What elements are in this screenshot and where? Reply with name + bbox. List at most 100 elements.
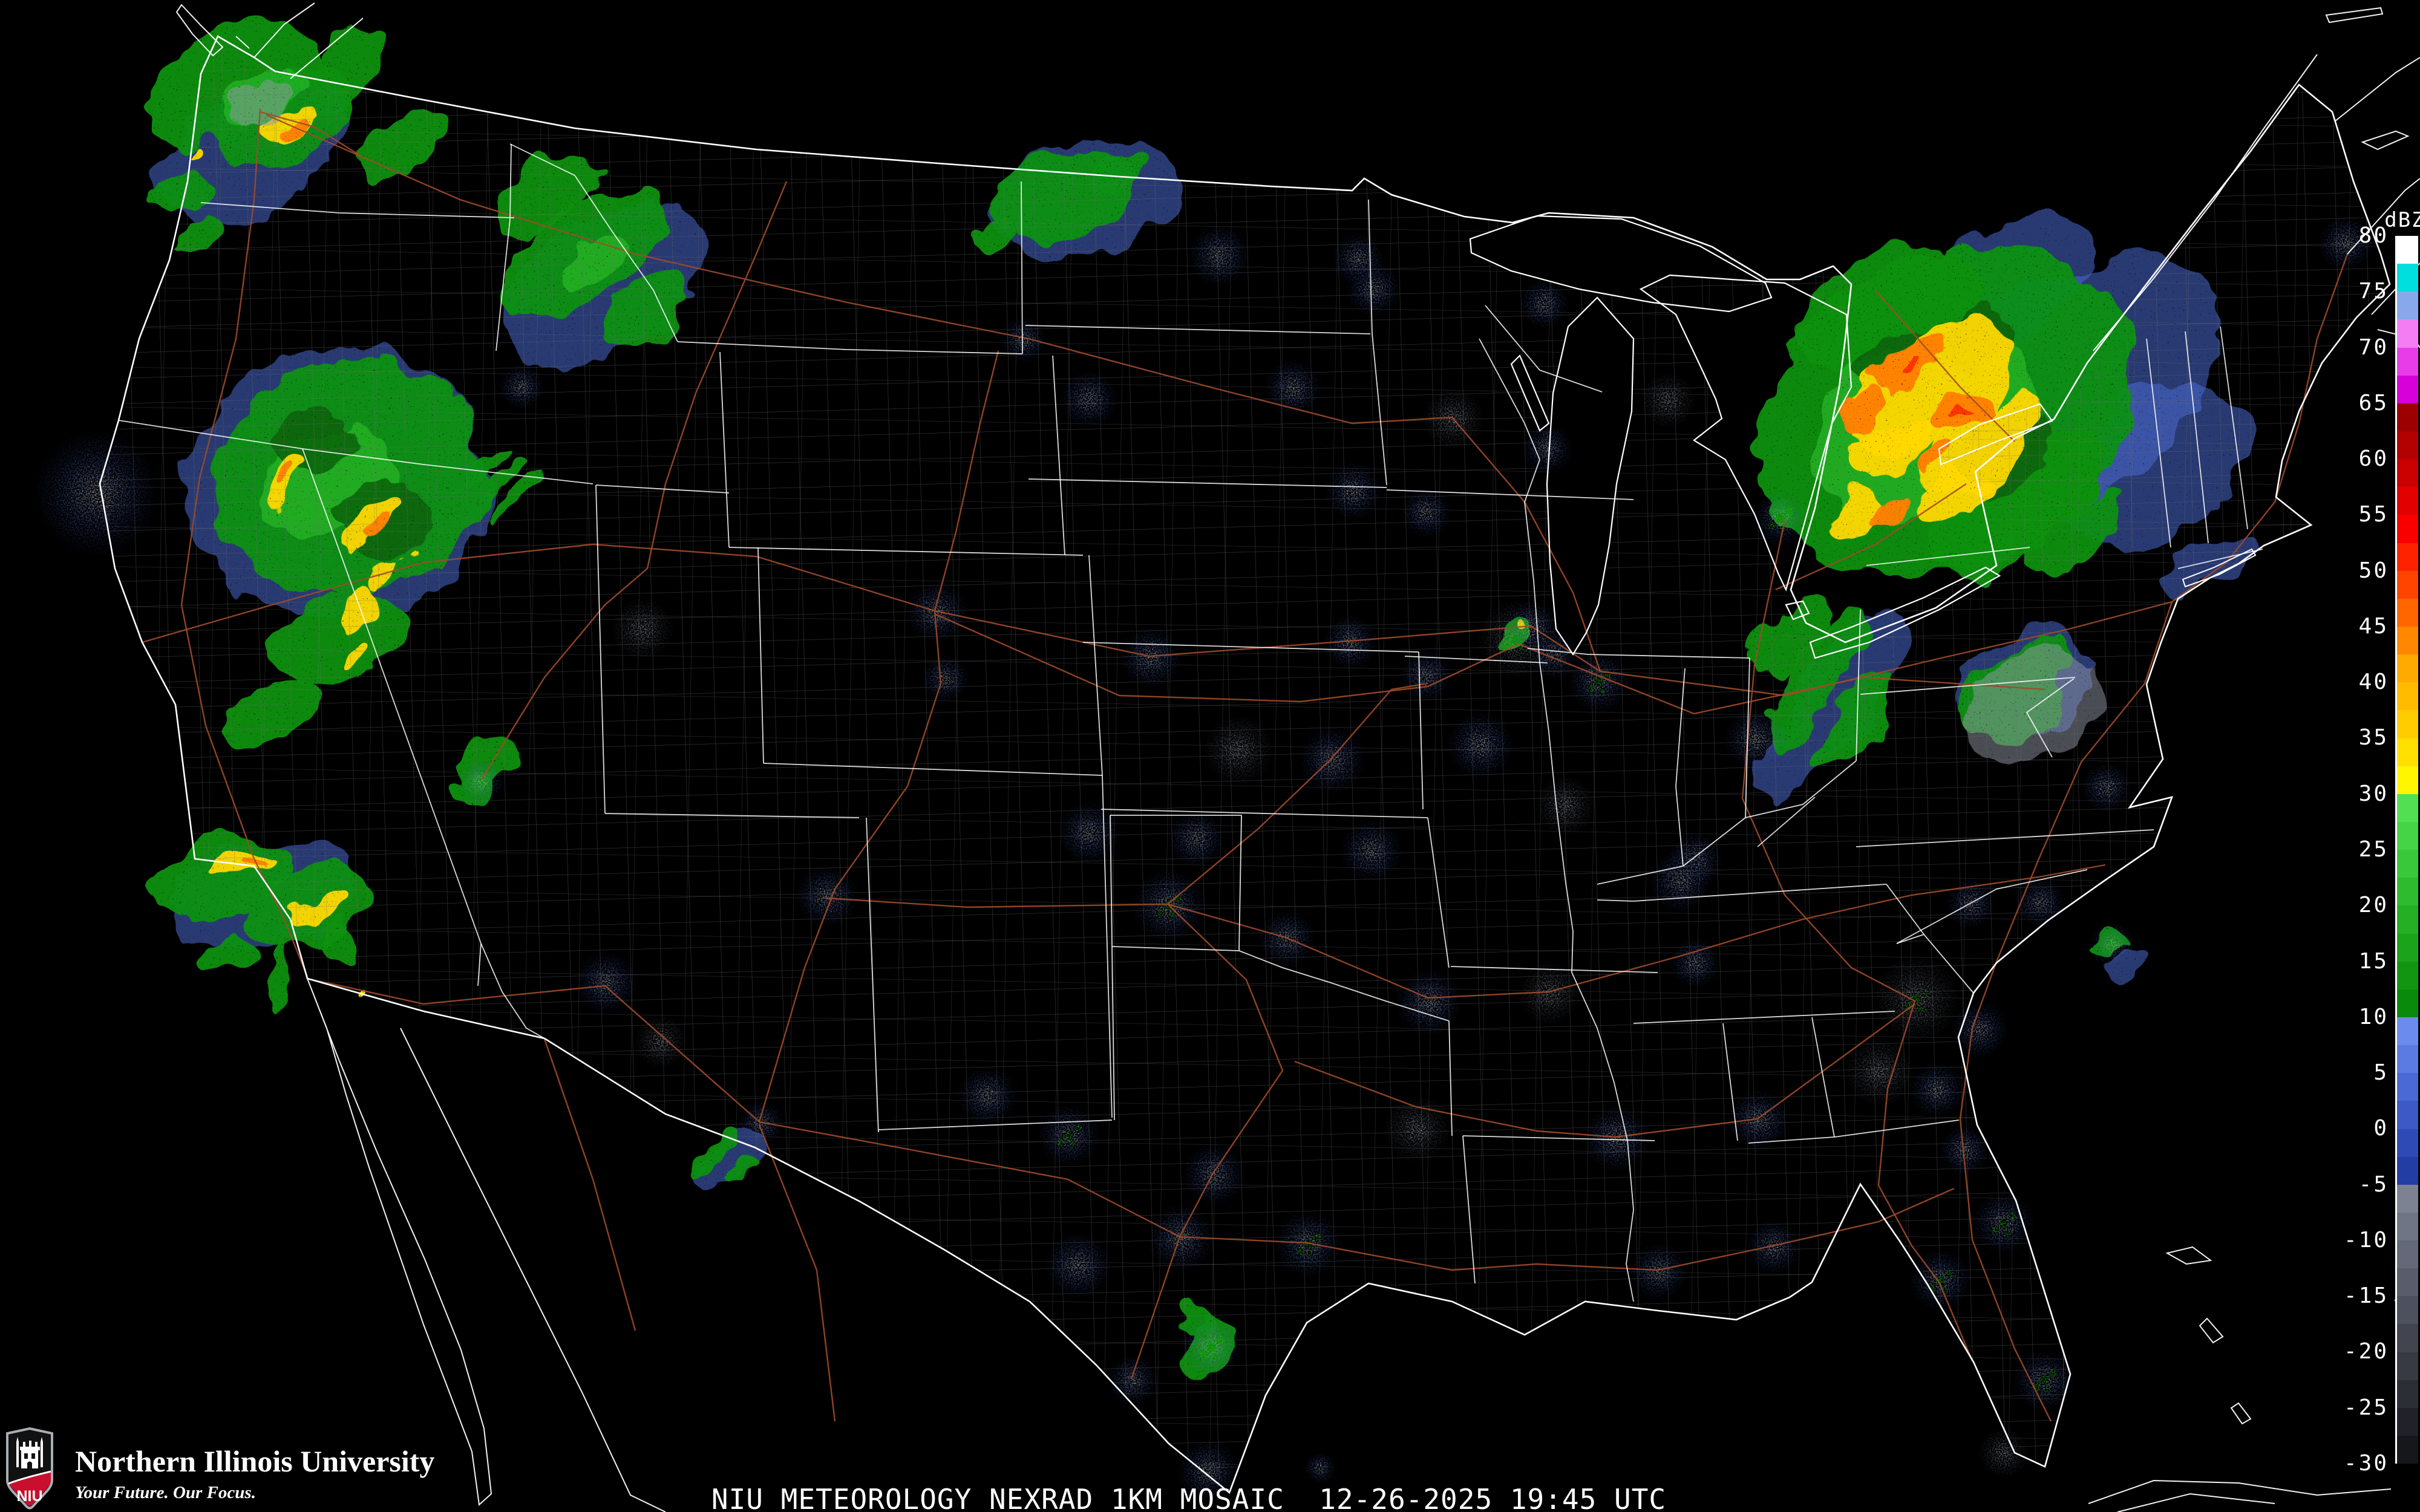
echo-g [273, 942, 295, 1008]
lake-outline [1809, 566, 2001, 659]
state-border-line [1745, 657, 1750, 818]
colorbar-segment [2397, 961, 2418, 989]
highway-line [825, 864, 2106, 999]
clutter-core-dot [1212, 1354, 1218, 1360]
colorbar-tick: 40 [2358, 670, 2389, 695]
colorbar-segment [2397, 487, 2418, 515]
colorbar-segment [2397, 264, 2418, 292]
clutter-core-dot [1070, 1142, 1076, 1148]
state-border-line [1485, 305, 1603, 393]
clutter-disc [1346, 261, 1401, 317]
foreign-coastline [2230, 1402, 2252, 1425]
colorbar-tick: 5 [2373, 1060, 2389, 1086]
clutter-disc [1946, 878, 1996, 929]
clutter-core-dot [1594, 677, 1603, 686]
state-border-line [1856, 829, 2154, 847]
clutter-core-dot [2004, 1230, 2010, 1236]
foreign-coastline [400, 1028, 666, 1512]
clutter-sites [33, 215, 2373, 1502]
colorbar-tick: 60 [2358, 446, 2389, 472]
clutter-core-dot [1587, 685, 1594, 692]
highway-line [480, 181, 788, 781]
colorbar-segment [2397, 292, 2418, 320]
state-border-line [604, 813, 860, 818]
colorbar-segment [2397, 1380, 2418, 1408]
island-outline [2182, 548, 2257, 588]
colorbar-segment [2397, 570, 2418, 599]
colorbar-tick: 35 [2358, 725, 2389, 751]
state-border-line [595, 484, 606, 814]
clutter-core-dot [1206, 1342, 1216, 1352]
clutter-disc [1724, 708, 1787, 771]
highway-line [1294, 1003, 1915, 1138]
clutter-core-dot [1599, 688, 1605, 694]
clutter-disc [1909, 1062, 1965, 1118]
colorbar-segment [2397, 543, 2418, 571]
colorbar-tick: 20 [2358, 893, 2389, 918]
state-border-line [677, 341, 1023, 354]
clutter-disc [1188, 224, 1251, 287]
state-border-line [1052, 355, 1065, 556]
echo-o [1842, 394, 1887, 429]
state-borders [118, 143, 2263, 1302]
state-border-line [1675, 668, 1686, 867]
clutter-disc [1167, 810, 1225, 868]
clutter-disc [796, 865, 858, 928]
clutter-core-dot [1999, 1218, 2009, 1228]
colorbar-segment [2397, 403, 2418, 431]
echo-red [1900, 359, 1921, 377]
echo-o [1870, 495, 1908, 524]
clutter-disc [1203, 715, 1274, 785]
state-border-line [595, 484, 730, 494]
shield-swoosh [8, 1470, 51, 1485]
clutter-disc [1298, 726, 1366, 794]
state-border-line [1722, 1023, 1738, 1141]
clutter-disc [1183, 1143, 1246, 1206]
colorbar-segment [2397, 515, 2418, 543]
state-border-line [1238, 950, 1450, 1022]
clutter-disc [1001, 317, 1047, 363]
clutter-core-dot [1200, 1351, 1207, 1358]
state-border-line [200, 202, 515, 218]
colorbar-tick: -20 [2343, 1339, 2389, 1364]
foreign-coastline [2088, 1479, 2392, 1504]
highway-line [758, 1124, 836, 1422]
colorbar-scale [2395, 236, 2418, 1464]
foreign-coastline [2117, 1493, 2275, 1512]
state-border-line [1021, 181, 1023, 354]
foreign-coastline [235, 36, 250, 49]
colorbar-segment [2397, 431, 2418, 460]
colorbar-segment [2397, 375, 2418, 403]
highway-line [934, 350, 999, 611]
state-border-line [2177, 549, 2263, 569]
state-border-line [1811, 1017, 1835, 1138]
clutter-core-dot [1217, 1337, 1224, 1344]
colorbar: dBZ 80 75 70 65 60 55 50 45 40 35 30 25 20 15 10 5 0 -5 -1… [2311, 203, 2420, 1491]
clutter-core-dot [1768, 522, 1776, 529]
colorbar-tick: 45 [2358, 613, 2389, 639]
state-border-line [1372, 333, 1387, 486]
clutter-core-dot [1169, 912, 1176, 918]
state-border-line [1238, 815, 1242, 951]
colorbar-segment [2397, 766, 2418, 794]
state-border-line [1102, 775, 1113, 1118]
state-border-line [1462, 1135, 1655, 1141]
colorbar-tick: -30 [2343, 1451, 2389, 1476]
colorbar-segment [2397, 1045, 2418, 1074]
colorbar-tick: 0 [2373, 1116, 2389, 1141]
state-border-line [302, 448, 482, 986]
colorbar-tick: 65 [2358, 390, 2389, 415]
highway-line [758, 610, 942, 1123]
colorbar-tick: 80 [2358, 223, 2389, 248]
colorbar-segment [2397, 1352, 2418, 1380]
clutter-disc [1107, 1355, 1158, 1406]
colorbar-segment [2397, 821, 2418, 850]
state-border-line [1448, 1020, 1453, 1136]
foreign-coastline [253, 2, 315, 58]
clutter-disc [1323, 614, 1378, 670]
clutter-core-dot [2045, 1387, 2051, 1393]
clutter-disc [1264, 359, 1322, 417]
state-border-line [509, 143, 512, 220]
colorbar-segment [2397, 878, 2418, 906]
clutter-disc [1447, 711, 1514, 779]
